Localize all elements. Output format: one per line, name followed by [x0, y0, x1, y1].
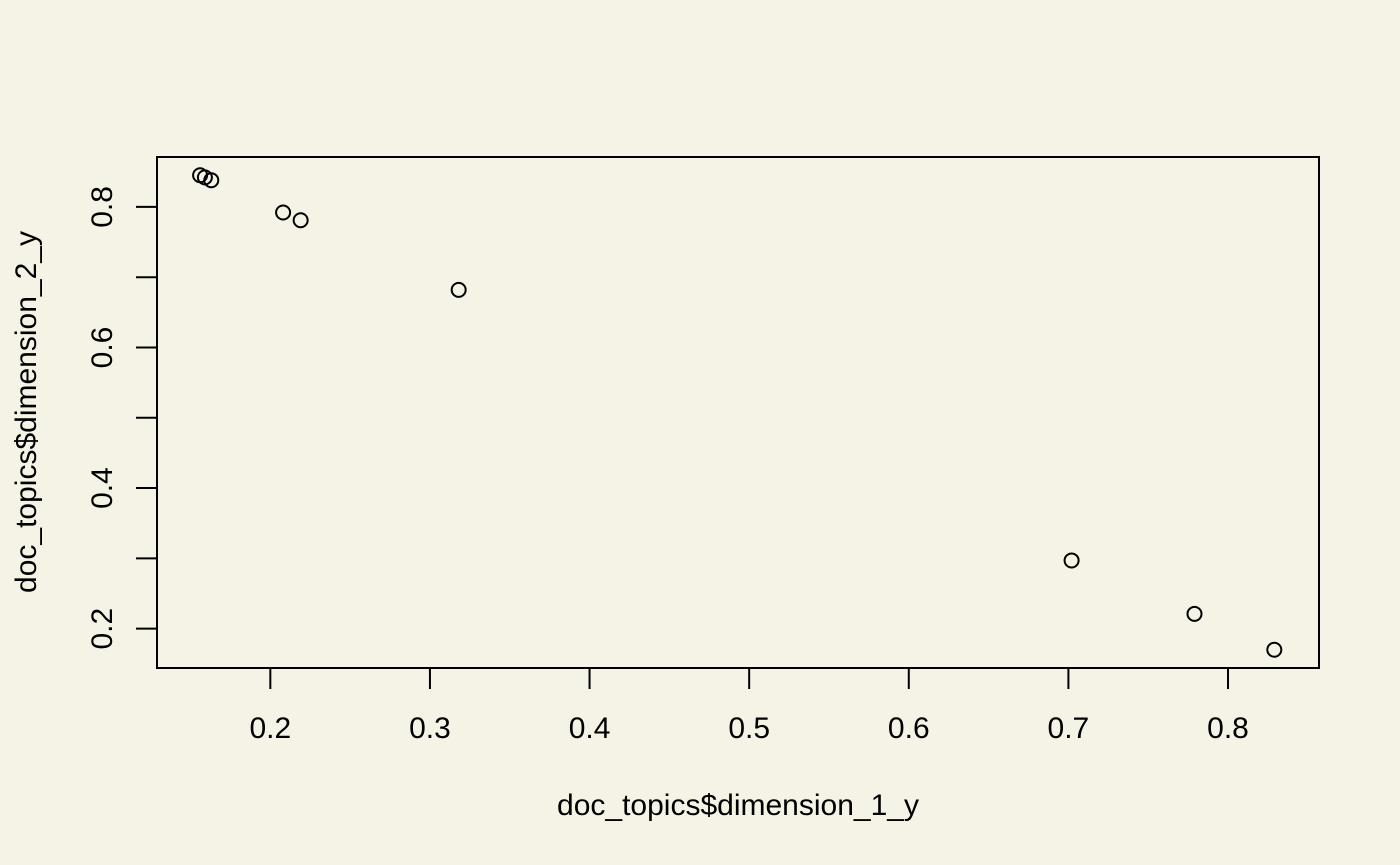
y-axis: 0.2 0.4 0.6 0.8 — [86, 186, 158, 650]
x-tick-label: 0.7 — [1048, 712, 1090, 745]
x-tick-label: 0.3 — [409, 712, 451, 745]
y-axis-title: doc_topics$dimension_2_y — [10, 231, 43, 593]
x-tick-label: 0.4 — [569, 712, 611, 745]
scatter-point — [450, 281, 467, 298]
scatter-point — [1063, 552, 1080, 569]
x-tick-label: 0.2 — [249, 712, 291, 745]
y-tick-label: 0.4 — [86, 467, 119, 509]
scatter-point — [1186, 605, 1203, 622]
plot-frame — [156, 156, 1320, 669]
data-points — [192, 167, 1283, 658]
scatter-point — [203, 172, 220, 189]
x-tick-label: 0.5 — [728, 712, 770, 745]
scatter-point — [275, 204, 292, 221]
y-tick-label: 0.6 — [86, 327, 119, 369]
scatter-point — [1266, 641, 1283, 658]
scatter-point — [292, 212, 309, 229]
x-axis-title: doc_topics$dimension_1_y — [557, 789, 919, 822]
x-tick-label: 0.6 — [888, 712, 930, 745]
x-tick-label: 0.8 — [1207, 712, 1249, 745]
x-axis: 0.2 0.3 0.4 0.5 0.6 0.7 0.8 — [249, 667, 1249, 745]
y-tick-label: 0.8 — [86, 186, 119, 228]
y-tick-label: 0.2 — [86, 608, 119, 650]
